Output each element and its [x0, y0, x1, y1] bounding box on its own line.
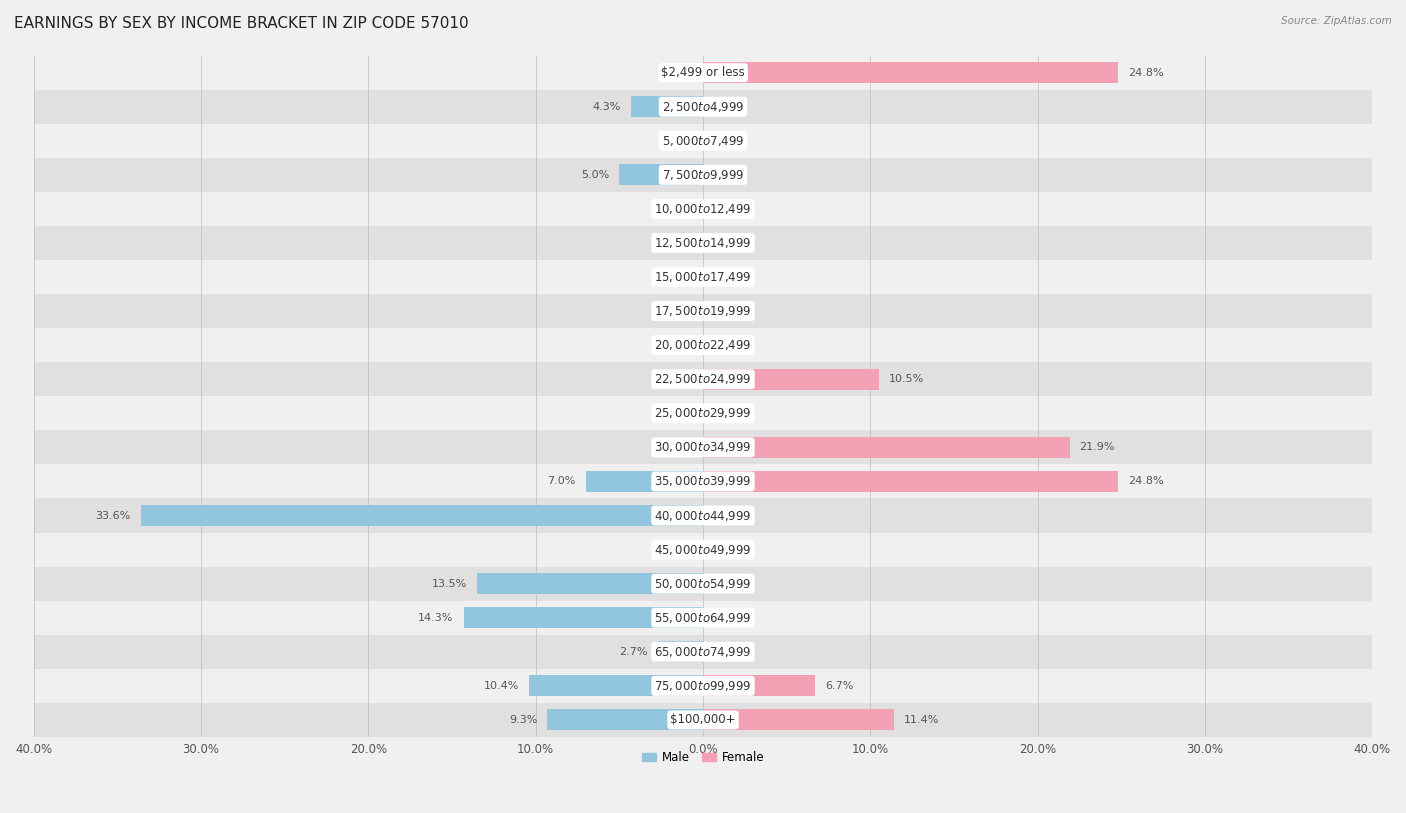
Text: $2,500 to $4,999: $2,500 to $4,999 [662, 100, 744, 114]
Bar [34, 328, 1372, 363]
Bar [34, 601, 1372, 635]
Text: 11.4%: 11.4% [904, 715, 939, 725]
Legend: Male, Female: Male, Female [637, 746, 769, 768]
Text: 9.3%: 9.3% [509, 715, 537, 725]
Text: 2.7%: 2.7% [619, 647, 648, 657]
Text: $75,000 to $99,999: $75,000 to $99,999 [654, 679, 752, 693]
Text: 14.3%: 14.3% [418, 613, 454, 623]
Text: 7.0%: 7.0% [547, 476, 576, 486]
Text: $55,000 to $64,999: $55,000 to $64,999 [654, 611, 752, 624]
Text: 0.0%: 0.0% [717, 613, 745, 623]
Text: 4.3%: 4.3% [592, 102, 621, 111]
Bar [34, 89, 1372, 124]
Bar [703, 437, 1070, 458]
Bar [34, 464, 1372, 498]
Text: 0.0%: 0.0% [661, 67, 689, 78]
Text: $100,000+: $100,000+ [671, 714, 735, 727]
Text: 10.5%: 10.5% [889, 374, 924, 385]
Text: 0.0%: 0.0% [661, 238, 689, 248]
Bar [529, 676, 703, 697]
Text: 21.9%: 21.9% [1080, 442, 1115, 452]
Bar [703, 471, 1118, 492]
Text: $5,000 to $7,499: $5,000 to $7,499 [662, 134, 744, 148]
Text: 0.0%: 0.0% [717, 340, 745, 350]
Text: $40,000 to $44,999: $40,000 to $44,999 [654, 508, 752, 523]
Bar [34, 635, 1372, 669]
Text: 13.5%: 13.5% [432, 579, 467, 589]
Bar [34, 498, 1372, 533]
Text: $15,000 to $17,499: $15,000 to $17,499 [654, 270, 752, 284]
Text: 0.0%: 0.0% [717, 272, 745, 282]
Text: EARNINGS BY SEX BY INCOME BRACKET IN ZIP CODE 57010: EARNINGS BY SEX BY INCOME BRACKET IN ZIP… [14, 16, 468, 31]
Text: 0.0%: 0.0% [717, 170, 745, 180]
Text: 0.0%: 0.0% [717, 511, 745, 520]
Bar [34, 260, 1372, 294]
Text: $22,500 to $24,999: $22,500 to $24,999 [654, 372, 752, 386]
Text: 0.0%: 0.0% [717, 136, 745, 146]
Bar [34, 669, 1372, 703]
Bar [34, 294, 1372, 328]
Text: $7,500 to $9,999: $7,500 to $9,999 [662, 167, 744, 182]
Bar [703, 62, 1118, 83]
Text: 0.0%: 0.0% [717, 545, 745, 554]
Text: 0.0%: 0.0% [717, 307, 745, 316]
Bar [547, 710, 703, 730]
Bar [703, 710, 894, 730]
Text: $20,000 to $22,499: $20,000 to $22,499 [654, 338, 752, 352]
Bar [141, 505, 703, 526]
Text: 0.0%: 0.0% [661, 307, 689, 316]
Bar [586, 471, 703, 492]
Text: 0.0%: 0.0% [661, 340, 689, 350]
Text: 24.8%: 24.8% [1128, 67, 1164, 78]
Bar [477, 573, 703, 594]
Text: 6.7%: 6.7% [825, 680, 853, 691]
Text: 33.6%: 33.6% [96, 511, 131, 520]
Bar [34, 567, 1372, 601]
Bar [703, 676, 815, 697]
Text: 0.0%: 0.0% [717, 647, 745, 657]
Text: $2,499 or less: $2,499 or less [661, 66, 745, 79]
Text: $35,000 to $39,999: $35,000 to $39,999 [654, 475, 752, 489]
Text: $30,000 to $34,999: $30,000 to $34,999 [654, 441, 752, 454]
Bar [619, 164, 703, 185]
Bar [34, 158, 1372, 192]
Text: 0.0%: 0.0% [717, 408, 745, 419]
Bar [34, 226, 1372, 260]
Bar [34, 55, 1372, 89]
Bar [34, 192, 1372, 226]
Text: 0.0%: 0.0% [717, 579, 745, 589]
Text: 0.0%: 0.0% [661, 442, 689, 452]
Bar [34, 703, 1372, 737]
Text: $10,000 to $12,499: $10,000 to $12,499 [654, 202, 752, 216]
Text: 10.4%: 10.4% [484, 680, 519, 691]
Text: 0.0%: 0.0% [717, 102, 745, 111]
Bar [703, 369, 879, 389]
Text: 0.0%: 0.0% [661, 136, 689, 146]
Text: 24.8%: 24.8% [1128, 476, 1164, 486]
Bar [34, 363, 1372, 396]
Bar [34, 430, 1372, 464]
Text: 0.0%: 0.0% [661, 545, 689, 554]
Text: $25,000 to $29,999: $25,000 to $29,999 [654, 406, 752, 420]
Text: 5.0%: 5.0% [581, 170, 609, 180]
Text: 0.0%: 0.0% [661, 204, 689, 214]
Bar [34, 124, 1372, 158]
Bar [34, 396, 1372, 430]
Text: $65,000 to $74,999: $65,000 to $74,999 [654, 645, 752, 659]
Text: Source: ZipAtlas.com: Source: ZipAtlas.com [1281, 16, 1392, 26]
Bar [658, 641, 703, 663]
Text: $50,000 to $54,999: $50,000 to $54,999 [654, 576, 752, 591]
Text: $45,000 to $49,999: $45,000 to $49,999 [654, 542, 752, 557]
Text: 0.0%: 0.0% [717, 204, 745, 214]
Bar [631, 96, 703, 117]
Text: 0.0%: 0.0% [661, 408, 689, 419]
Bar [464, 607, 703, 628]
Text: $17,500 to $19,999: $17,500 to $19,999 [654, 304, 752, 318]
Text: $12,500 to $14,999: $12,500 to $14,999 [654, 236, 752, 250]
Text: 0.0%: 0.0% [661, 272, 689, 282]
Text: 0.0%: 0.0% [717, 238, 745, 248]
Text: 0.0%: 0.0% [661, 374, 689, 385]
Bar [34, 533, 1372, 567]
